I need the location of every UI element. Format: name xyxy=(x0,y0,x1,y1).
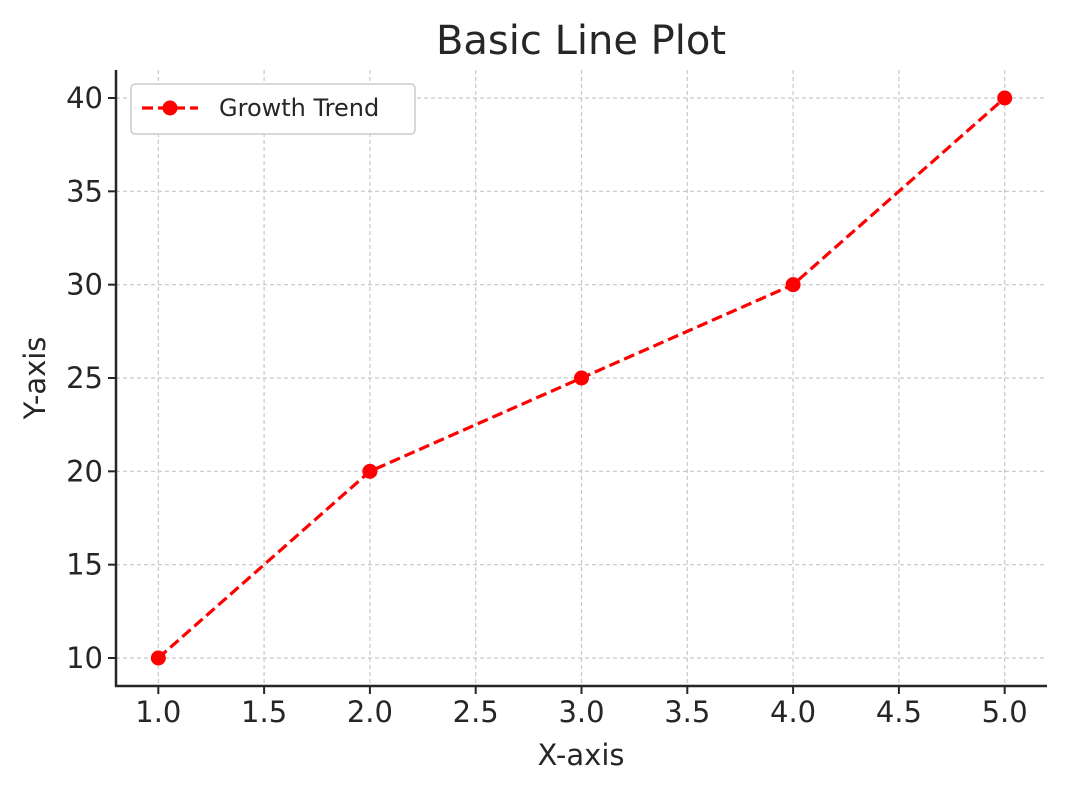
x-tick-label-6: 4.0 xyxy=(770,695,816,729)
data-point-0-2 xyxy=(574,370,589,386)
chart-title: Basic Line Plot xyxy=(436,18,726,64)
x-tick-label-8: 5.0 xyxy=(982,695,1028,729)
x-tick-label-1: 1.5 xyxy=(241,695,287,729)
data-point-0-0 xyxy=(150,650,166,666)
x-axis-label: X-axis xyxy=(538,738,625,772)
y-tick-label-4: 30 xyxy=(66,268,103,302)
legend-marker xyxy=(162,100,178,116)
x-tick-label-4: 3.0 xyxy=(558,695,604,729)
y-tick-label-2: 20 xyxy=(66,454,103,488)
data-point-0-1 xyxy=(362,463,378,479)
legend-box xyxy=(130,83,416,135)
data-point-0-3 xyxy=(785,277,801,293)
y-tick-label-3: 25 xyxy=(66,361,103,395)
y-ticks: 10 15 20 25 30 35 40 xyxy=(66,81,116,675)
y-tick-label-6: 40 xyxy=(66,81,103,115)
data-point-0-4 xyxy=(997,90,1013,106)
legend: Growth Trend xyxy=(130,83,416,135)
series-layer xyxy=(150,90,1013,666)
x-tick-label-7: 4.5 xyxy=(876,695,922,729)
legend-label-growth-trend: Growth Trend xyxy=(219,94,379,122)
x-tick-label-3: 2.5 xyxy=(453,695,499,729)
grid-lines xyxy=(116,70,1047,686)
x-tick-label-2: 2.0 xyxy=(347,695,393,729)
x-tick-label-5: 3.5 xyxy=(664,695,710,729)
y-axis-label: Y-axis xyxy=(18,337,52,421)
y-tick-label-1: 15 xyxy=(66,548,103,582)
y-tick-label-5: 35 xyxy=(66,174,103,208)
x-ticks: 1.0 1.5 2.0 2.5 3.0 3.5 4.0 4.5 5.0 xyxy=(135,686,1028,729)
x-tick-label-0: 1.0 xyxy=(135,695,181,729)
y-tick-label-0: 10 xyxy=(66,641,103,675)
